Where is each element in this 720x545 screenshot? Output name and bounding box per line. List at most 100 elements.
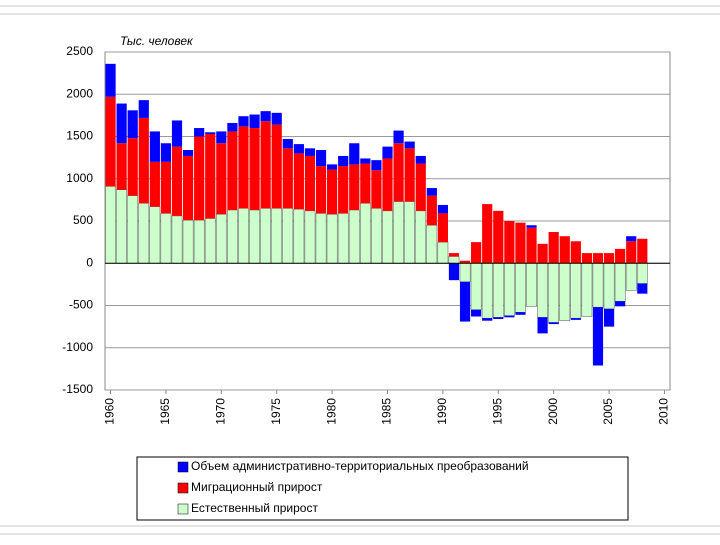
bar-segment bbox=[515, 312, 526, 315]
x-tick-label: 1985 bbox=[380, 398, 394, 425]
bar-segment bbox=[327, 164, 338, 170]
bar-segment bbox=[437, 204, 448, 214]
bar-segment bbox=[338, 166, 349, 214]
bar-segment bbox=[559, 263, 571, 321]
x-tick-label: 2010 bbox=[657, 398, 671, 425]
slide-lines bbox=[0, 5, 720, 535]
legend-box bbox=[136, 456, 629, 521]
bar-segment bbox=[337, 213, 349, 264]
bar-segment bbox=[404, 141, 415, 149]
bar-segment bbox=[116, 189, 127, 264]
bar-segment bbox=[271, 124, 282, 209]
bar-segment bbox=[271, 208, 283, 264]
y-tick-label: -500 bbox=[69, 298, 93, 312]
bar-segment bbox=[481, 263, 493, 319]
bar-segment bbox=[327, 169, 338, 215]
bar-segment bbox=[515, 263, 526, 313]
bar-segment bbox=[637, 238, 648, 264]
bar-segment bbox=[492, 263, 504, 318]
x-tick-label: 1990 bbox=[435, 398, 449, 425]
bar-segment bbox=[315, 166, 327, 214]
bar-segment bbox=[636, 263, 648, 284]
bar-segment bbox=[138, 117, 149, 204]
bar-segment bbox=[138, 100, 149, 118]
bar-segment bbox=[570, 263, 582, 319]
bar-segment bbox=[293, 208, 305, 264]
bar-segment bbox=[482, 204, 493, 264]
bar-segment bbox=[249, 209, 260, 264]
bar-segment bbox=[382, 210, 393, 264]
bar-segment bbox=[149, 206, 161, 264]
bar-segment bbox=[426, 188, 437, 196]
y-tick-label: -1000 bbox=[62, 340, 93, 354]
bar-segment bbox=[415, 210, 427, 264]
legend-label: Объем административно-территориальных пр… bbox=[191, 459, 529, 473]
bar-segment bbox=[515, 222, 526, 264]
y-axis-unit: Тыс. человек bbox=[120, 34, 194, 48]
bar-segment bbox=[559, 236, 570, 264]
bar-segment bbox=[470, 263, 482, 310]
bar-segment bbox=[404, 148, 415, 202]
bar-segment bbox=[205, 133, 216, 219]
bar-segment bbox=[194, 128, 205, 137]
bar-segment bbox=[570, 241, 581, 264]
bar-segment bbox=[260, 111, 271, 122]
bar-segment bbox=[637, 283, 648, 294]
legend-swatch bbox=[177, 503, 189, 515]
legend-swatch bbox=[177, 482, 189, 494]
legend-label: Естественный прирост bbox=[191, 501, 318, 515]
bar-segment bbox=[315, 213, 327, 264]
bar-segment bbox=[415, 163, 426, 211]
bar-segment bbox=[216, 143, 227, 215]
y-tick-label: -1500 bbox=[62, 382, 93, 396]
x-tick-label: 1970 bbox=[213, 398, 227, 425]
bar-segment bbox=[116, 103, 127, 144]
bar-segment bbox=[581, 263, 593, 317]
bar-segment bbox=[371, 170, 382, 209]
bar-segment bbox=[570, 318, 581, 320]
bar-segment bbox=[282, 208, 294, 264]
bar-segment bbox=[603, 253, 615, 264]
bar-segment bbox=[348, 209, 360, 264]
bar-segment bbox=[304, 148, 316, 156]
bar-segment bbox=[504, 263, 515, 316]
bar-segment bbox=[227, 131, 238, 211]
bar-segment bbox=[271, 112, 282, 125]
bar-segment bbox=[393, 143, 404, 202]
bar-segment bbox=[349, 143, 360, 165]
y-tick-label: 500 bbox=[73, 213, 93, 227]
bar-segment bbox=[304, 155, 316, 211]
y-tick-label: 1000 bbox=[66, 171, 93, 185]
bar-segment bbox=[625, 263, 637, 291]
x-tick-label: 1965 bbox=[158, 398, 172, 425]
bar-segment bbox=[393, 130, 404, 144]
bar-segment bbox=[504, 315, 515, 318]
x-tick-label: 1975 bbox=[269, 398, 283, 425]
bar-segment bbox=[315, 150, 327, 167]
bar-segment bbox=[359, 203, 371, 264]
bar-segment bbox=[615, 248, 626, 264]
bar-segment bbox=[548, 322, 559, 325]
x-tick-label: 2000 bbox=[546, 398, 560, 425]
bar-segment bbox=[171, 146, 183, 216]
bar-segment bbox=[260, 121, 271, 209]
bar-segment bbox=[437, 241, 449, 264]
bar-segment bbox=[149, 131, 160, 162]
bar-segment bbox=[626, 241, 637, 264]
bar-segment bbox=[448, 256, 460, 264]
legend-label: Миграционный прирост bbox=[191, 480, 323, 494]
bar-segment bbox=[459, 263, 471, 283]
bar-segment bbox=[116, 143, 127, 190]
bar-segment bbox=[182, 155, 194, 221]
bar-segment bbox=[293, 144, 304, 154]
bar-segment bbox=[526, 263, 537, 307]
bar-segment bbox=[415, 155, 426, 164]
bar-segment bbox=[548, 263, 560, 323]
bar-segment bbox=[138, 203, 150, 264]
bar-segment bbox=[227, 209, 238, 264]
bar-segment bbox=[338, 155, 349, 167]
bar-segment bbox=[614, 263, 626, 302]
x-tick-label: 1995 bbox=[490, 398, 504, 425]
